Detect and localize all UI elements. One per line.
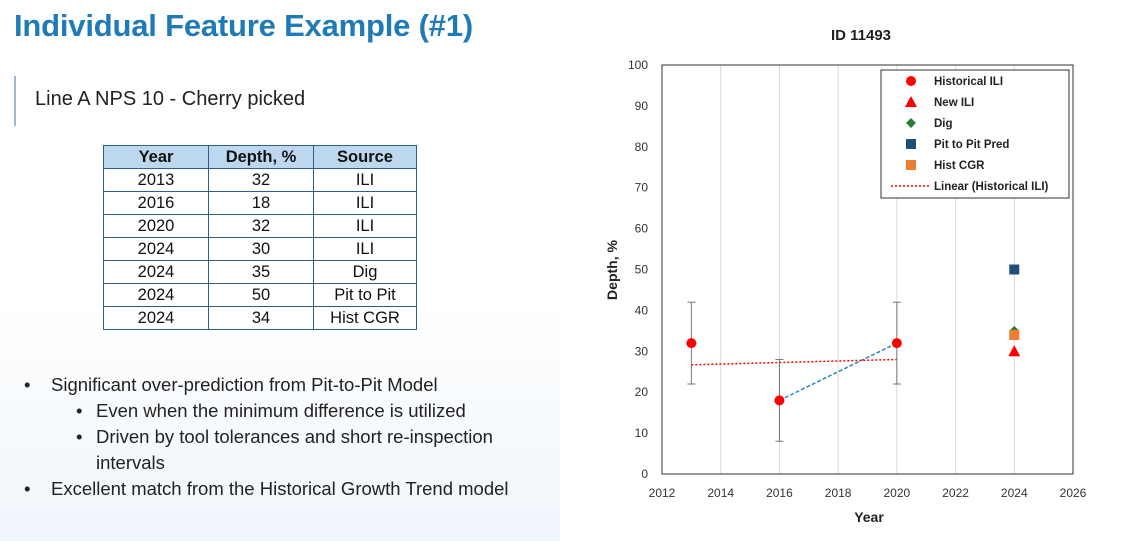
slide-title: Individual Feature Example (#1) [14,8,473,43]
table-row: 2020 32 ILI [103,214,417,238]
data-point [1008,345,1021,357]
depth-chart: ID 11493 Year Depth, % 2012 2014 2016 2018 2… [604,27,1087,525]
x-tick-label: 2014 [707,486,734,500]
cell-year: 2024 [103,306,209,330]
cell-source: ILI [313,237,417,261]
depth-table: Year Depth, % Source 2013 32 ILI 2016 18… [103,145,417,330]
x-axis-label: Year [854,509,884,525]
cell-depth: 32 [208,214,314,238]
chart-container: ID 11493 Year Depth, % 2012 2014 2016 2018 2… [560,0,1123,541]
table-row: 2024 30 ILI [103,237,417,261]
table-row: 2024 50 Pit to Pit [103,283,417,307]
cell-depth: 35 [208,260,314,284]
cell-depth: 50 [208,283,314,307]
cell-depth: 34 [208,306,314,330]
legend-label: New ILI [934,97,974,109]
legend-marker [906,160,916,170]
sub-bullet-item: Driven by tool tolerances and short re-i… [51,424,542,476]
table-row: 2024 34 Hist CGR [103,306,417,330]
subtitle: Line A NPS 10 - Cherry picked [35,88,306,110]
legend-label: Pit to Pit Pred [934,139,1009,151]
data-point [891,338,902,349]
legend-marker [906,118,916,128]
bullet-text: Even when the minimum difference is util… [96,400,466,421]
bullet-list: Significant over-prediction from Pit-to-… [22,372,542,502]
cell-year: 2016 [103,191,209,215]
y-tick-label: 20 [635,385,649,399]
data-point [1009,264,1020,275]
y-tick-label: 70 [635,181,649,195]
y-tick-label: 100 [628,58,648,72]
data-point [774,395,785,406]
cell-depth: 32 [208,168,314,192]
linear-trend-line [691,358,897,366]
y-tick-label: 90 [635,99,649,113]
bullet-item: Excellent match from the Historical Grow… [22,476,542,502]
cell-source: ILI [313,168,417,192]
cell-year: 2020 [103,214,209,238]
cell-year: 2013 [103,168,209,192]
cell-source: Dig [313,260,417,284]
table-row: 2024 35 Dig [103,260,417,284]
cell-source: Hist CGR [313,306,417,330]
x-tick-label: 2012 [649,486,676,500]
legend-marker [906,76,916,86]
dashed-trend-line [779,342,898,402]
legend-marker [905,96,917,107]
y-tick-label: 40 [635,303,649,317]
x-tick-label: 2018 [825,486,852,500]
y-tick-label: 60 [635,222,649,236]
cell-source: Pit to Pit [313,283,417,307]
cell-depth: 18 [208,191,314,215]
cell-year: 2024 [103,260,209,284]
legend-marker [906,139,916,149]
table-row: 2016 18 ILI [103,191,417,215]
bullet-text: Significant over-prediction from Pit-to-… [51,374,438,395]
data-point [1009,329,1020,340]
data-point [686,338,697,349]
x-tick-label: 2026 [1060,486,1087,500]
y-tick-label: 30 [635,344,649,358]
table-row: 2013 32 ILI [103,168,417,192]
header-year: Year [103,145,209,169]
bullet-text: Excellent match from the Historical Grow… [51,478,509,499]
chart-title: ID 11493 [831,27,891,44]
x-tick-label: 2024 [1001,486,1028,500]
x-tick-label: 2022 [942,486,969,500]
legend-label: Hist CGR [934,160,985,172]
bullet-item: Significant over-prediction from Pit-to-… [22,372,542,476]
cell-depth: 30 [208,237,314,261]
x-tick-label: 2016 [766,486,793,500]
legend-label: Linear (Historical ILI) [934,181,1049,193]
subtitle-accent-bar [14,76,16,126]
x-tick-label: 2020 [884,486,911,500]
table-header-row: Year Depth, % Source [103,145,417,169]
y-axis-label: Depth, % [604,240,620,300]
header-depth: Depth, % [208,145,314,169]
cell-year: 2024 [103,283,209,307]
plot-frame [661,64,1074,475]
y-tick-label: 0 [641,467,648,481]
sub-bullet-item: Even when the minimum difference is util… [51,398,542,424]
legend-box [880,69,1070,199]
bullet-text: Driven by tool tolerances and short re-i… [96,426,493,473]
y-tick-label: 50 [635,263,649,277]
y-tick-label: 10 [635,426,649,440]
header-source: Source [313,145,417,169]
cell-source: ILI [313,214,417,238]
sub-bullet-list: Even when the minimum difference is util… [51,398,542,476]
legend-label: Dig [934,118,953,130]
y-tick-label: 80 [635,140,649,154]
cell-year: 2024 [103,237,209,261]
legend-label: Historical ILI [934,76,1003,88]
cell-source: ILI [313,191,417,215]
